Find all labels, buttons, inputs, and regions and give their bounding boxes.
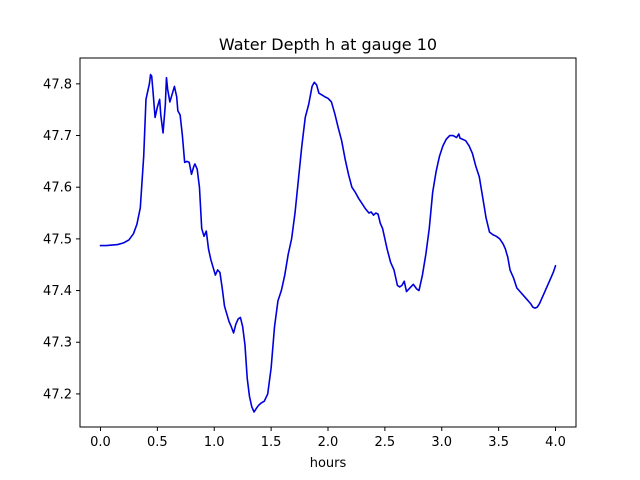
x-tick-label: 4.0 <box>545 435 566 450</box>
x-tick-label: 2.0 <box>318 435 339 450</box>
x-axis-label: hours <box>310 456 347 471</box>
x-tick-label: 0.0 <box>90 435 111 450</box>
x-tick-label: 0.5 <box>147 435 168 450</box>
x-tick-label: 1.0 <box>204 435 225 450</box>
x-tick-label: 2.5 <box>375 435 396 450</box>
y-tick-label: 47.8 <box>43 77 72 92</box>
series-line-0 <box>99 73 557 413</box>
y-tick-label: 47.6 <box>43 181 72 196</box>
y-tick-label: 47.2 <box>43 387 72 402</box>
axis-ticks: 0.0 0.5 1.0 1.5 2.0 2.5 3.0 3.5 4.0 47.2 47.3 47.4 4… <box>43 77 566 450</box>
y-tick-label: 47.3 <box>43 336 72 351</box>
series-layer <box>99 73 557 413</box>
plot-frame <box>79 57 577 428</box>
y-tick-label: 47.7 <box>43 129 72 144</box>
y-tick-label: 47.5 <box>43 232 72 247</box>
x-tick-label: 1.5 <box>261 435 282 450</box>
x-tick-label: 3.0 <box>431 435 452 450</box>
x-tick-label: 3.5 <box>488 435 509 450</box>
y-tick-label: 47.4 <box>43 284 72 299</box>
chart-title: Water Depth h at gauge 10 <box>219 35 437 54</box>
